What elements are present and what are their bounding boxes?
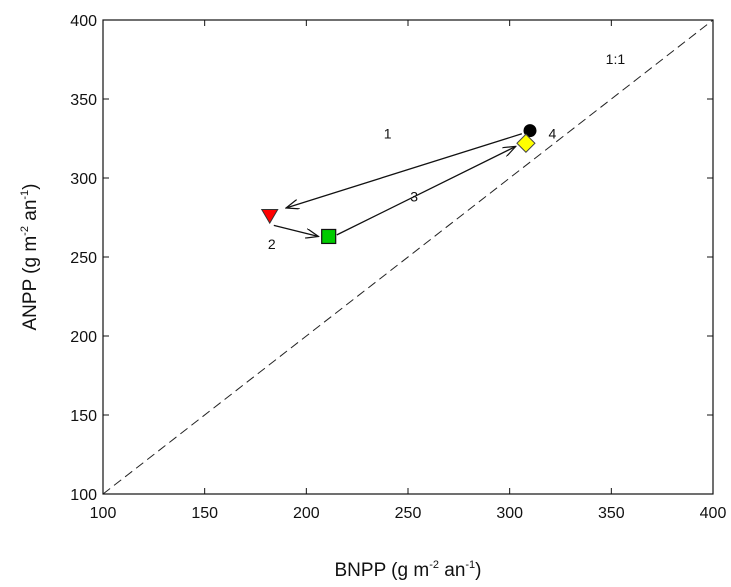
x-axis-label-mid: an [439, 560, 465, 581]
data-point-square [321, 228, 337, 245]
y-tick-label: 200 [70, 329, 97, 346]
arrow-label-2: 2 [268, 236, 276, 252]
x-axis-label-base: BNPP (g m [335, 560, 430, 581]
x-tick-label: 150 [191, 505, 218, 522]
x-tick-label: 250 [395, 505, 422, 522]
y-tick-label: 400 [70, 13, 97, 30]
y-axis-label-end: ) [20, 184, 41, 190]
y-axis-label-base: ANPP (g m [20, 236, 41, 331]
x-axis-label-sup2: -1 [465, 559, 475, 571]
x-axis-label-sup1: -2 [429, 559, 439, 571]
y-tick-label: 300 [70, 171, 97, 188]
arrow-1 [286, 133, 523, 208]
x-tick-label: 200 [293, 505, 320, 522]
axis-ticks-layer: 100 150 200 250 300 350 400 100 150 200 250 300 350 4… [70, 13, 726, 522]
points-layer [260, 124, 537, 245]
arrow-label-3: 3 [410, 189, 418, 205]
y-tick-label: 350 [70, 92, 97, 109]
y-tick-label: 100 [70, 487, 97, 504]
data-point-circle [523, 124, 537, 138]
x-axis-label: BNPP (g m-2 an-1) [335, 559, 482, 581]
y-axis-label: ANPP (g m-2 an-1) [19, 184, 41, 331]
y-tick-label: 150 [70, 408, 97, 425]
y-axis-label-mid: an [20, 200, 41, 226]
arrow-3 [336, 146, 516, 236]
one-to-one-line [102, 19, 714, 495]
x-tick-label: 300 [496, 505, 523, 522]
arrows-layer [273, 133, 523, 237]
reference-line-layer [102, 19, 714, 495]
y-tick-label: 250 [70, 250, 97, 267]
x-tick-label: 350 [598, 505, 625, 522]
y-axis-label-sup1: -2 [19, 226, 31, 236]
one-to-one-label: 1:1 [606, 51, 626, 67]
arrow-label-4: 4 [548, 126, 556, 142]
data-point-diamond [516, 133, 536, 153]
arrow-2 [273, 224, 319, 236]
x-tick-label: 400 [700, 505, 727, 522]
annotation-labels-layer: 1 2 3 4 1:1 [268, 51, 625, 252]
x-axis-label-end: ) [475, 560, 481, 581]
y-axis-label-sup2: -1 [19, 190, 31, 200]
x-tick-label: 100 [90, 505, 117, 522]
arrow-label-1: 1 [384, 126, 392, 142]
data-point-triangle [260, 209, 279, 225]
